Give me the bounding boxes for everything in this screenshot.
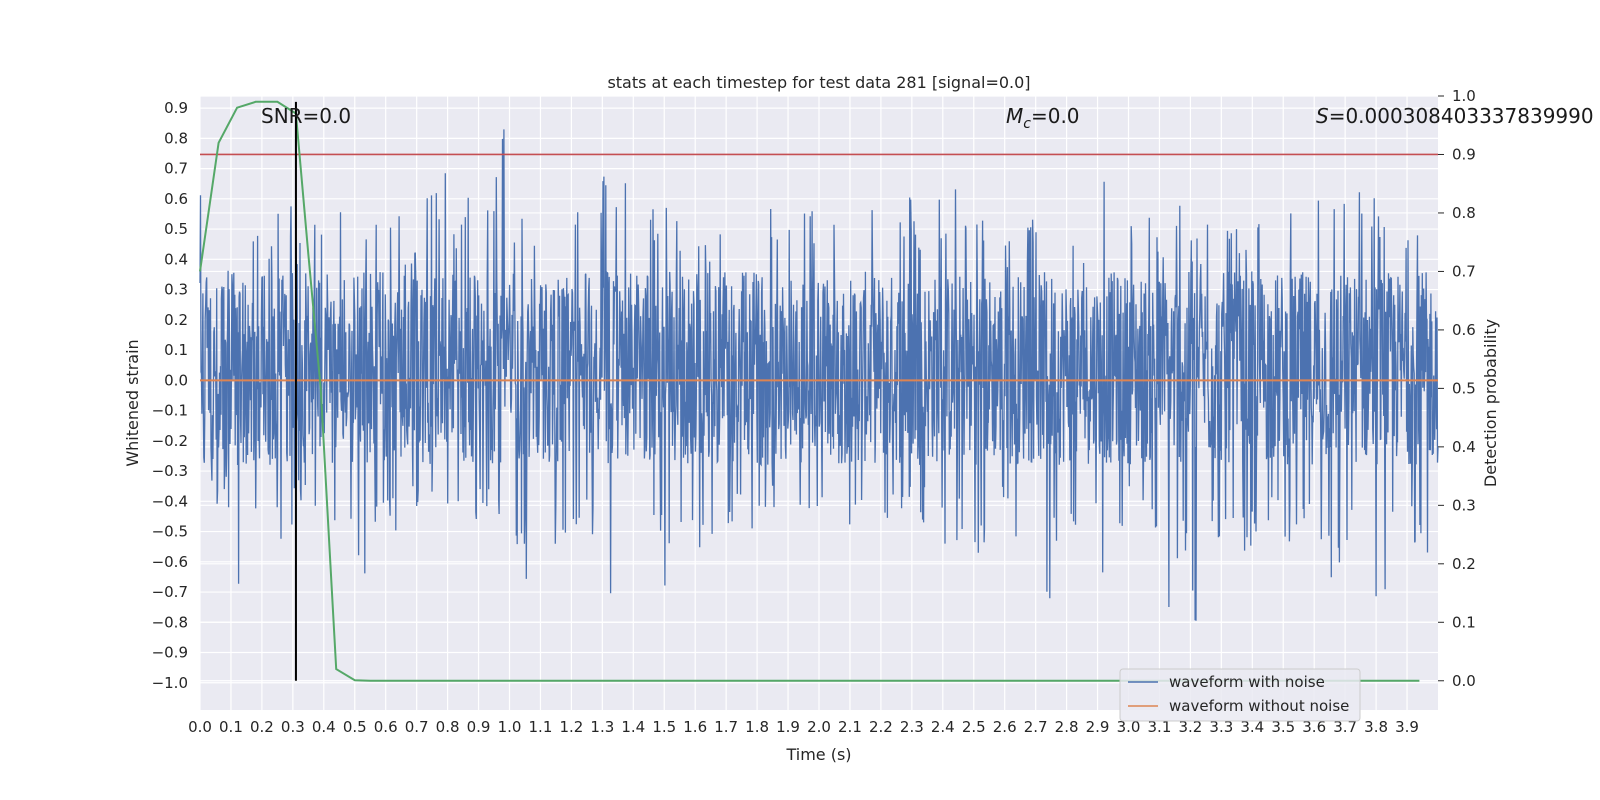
y2-tick-label: 0.2 (1452, 555, 1476, 573)
x-axis-ticks: 0.0 0.1 0.2 0.3 0.4 0.5 0.6 0.7 0.8 0.9 1.0 1.1 1.2 1… (188, 718, 1419, 736)
x-tick-label: 1.3 (590, 718, 614, 736)
chirp-mass-value: =0.0 (1031, 104, 1080, 128)
x-tick-label: 1.0 (498, 718, 522, 736)
x-tick-label: 1.6 (683, 718, 707, 736)
x-tick-label: 1.1 (529, 718, 553, 736)
y-axis-ticks: 0.9 0.8 0.7 0.6 0.5 0.4 0.3 0.2 0.1 0.0 −0.1 −0.2 −0… (152, 99, 188, 692)
x-tick-label: 3.7 (1333, 718, 1357, 736)
y2-axis-ticks: 1.0 0.9 0.8 0.7 0.6 0.5 0.4 0.3 0.2 0.1 0.0 (1438, 87, 1476, 690)
y-tick-label: 0.0 (164, 371, 188, 389)
y2-tick-label: 0.8 (1452, 204, 1476, 222)
y2-tick-label: 0.6 (1452, 321, 1476, 339)
detection-probability-series (199, 100, 1420, 682)
y-tick-label: 0.1 (164, 341, 188, 359)
x-tick-label: 2.8 (1055, 718, 1079, 736)
y2-tick-label: 0.0 (1452, 672, 1476, 690)
x-tick-label: 3.9 (1395, 718, 1419, 736)
x-tick-label: 1.5 (652, 718, 676, 736)
x-tick-label: 2.1 (838, 718, 862, 736)
chirp-mass-symbol: M (1006, 104, 1023, 128)
y-axis-label: Whitened strain (123, 339, 142, 466)
x-tick-label: 0.7 (405, 718, 429, 736)
snr-annotation: SNR=0.0 (261, 104, 351, 128)
y2-tick-label: 0.3 (1452, 496, 1476, 514)
legend-label-noisy: waveform with noise (1169, 673, 1325, 691)
x-tick-label: 1.2 (559, 718, 583, 736)
y-tick-label: 0.8 (164, 129, 188, 147)
x-tick-label: 2.2 (869, 718, 893, 736)
y-tick-label: −0.3 (152, 462, 188, 480)
y2-axis-label: Detection probability (1481, 319, 1500, 487)
waveform-with-noise-line (199, 129, 1439, 621)
x-tick-label: 1.4 (621, 718, 645, 736)
y-tick-label: 0.2 (164, 311, 188, 329)
y-tick-label: −1.0 (152, 674, 188, 692)
x-tick-label: 2.9 (1086, 718, 1110, 736)
y2-tick-label: 0.5 (1452, 379, 1476, 397)
x-tick-label: 0.9 (467, 718, 491, 736)
waveform-with-noise-series (199, 129, 1439, 621)
x-tick-label: 1.9 (776, 718, 800, 736)
x-tick-label: 2.7 (1024, 718, 1048, 736)
x-tick-label: 3.5 (1271, 718, 1295, 736)
y2-tick-label: 0.7 (1452, 262, 1476, 280)
chart-title: stats at each timestep for test data 281… (607, 73, 1030, 92)
x-tick-label: 2.5 (962, 718, 986, 736)
y2-tick-label: 0.4 (1452, 438, 1476, 456)
x-tick-label: 3.6 (1302, 718, 1326, 736)
x-tick-label: 3.0 (1117, 718, 1141, 736)
y-tick-label: 0.5 (164, 220, 188, 238)
y-tick-label: 0.7 (164, 160, 188, 178)
score-value: =0.000308403337839990 (1329, 104, 1594, 128)
y-tick-label: 0.6 (164, 190, 188, 208)
x-tick-label: 3.1 (1148, 718, 1172, 736)
x-tick-label: 0.6 (374, 718, 398, 736)
x-tick-label: 2.4 (931, 718, 955, 736)
x-tick-label: 0.0 (188, 718, 212, 736)
chirp-mass-annotation: Mc=0.0 (1006, 104, 1080, 132)
y-tick-label: −0.8 (152, 613, 188, 631)
x-tick-label: 1.8 (745, 718, 769, 736)
snr-score-annotation: S=0.000308403337839990 (1316, 104, 1594, 128)
x-tick-label: 3.4 (1240, 718, 1264, 736)
y-tick-label: −0.6 (152, 553, 188, 571)
x-tick-label: 0.1 (219, 718, 243, 736)
y2-tick-label: 1.0 (1452, 87, 1476, 105)
x-tick-label: 3.2 (1178, 718, 1202, 736)
x-tick-label: 0.4 (312, 718, 336, 736)
x-tick-label: 3.8 (1364, 718, 1388, 736)
x-tick-label: 1.7 (714, 718, 738, 736)
x-tick-label: 0.8 (436, 718, 460, 736)
legend: waveform with noise waveform without noi… (1119, 668, 1361, 722)
score-symbol: S (1316, 104, 1329, 128)
y-tick-label: −0.7 (152, 583, 188, 601)
legend-box (1119, 668, 1361, 722)
y-tick-label: −0.4 (152, 492, 188, 510)
x-axis-label: Time (s) (785, 745, 851, 764)
y-tick-label: 0.3 (164, 281, 188, 299)
y2-tick-label: 0.9 (1452, 145, 1476, 163)
x-tick-label: 3.3 (1209, 718, 1233, 736)
chirp-mass-subscript: c (1023, 116, 1031, 132)
y-tick-label: 0.9 (164, 99, 188, 117)
x-tick-label: 0.5 (343, 718, 367, 736)
y2-tick-label: 0.1 (1452, 613, 1476, 631)
y-tick-label: −0.1 (152, 402, 188, 420)
x-tick-label: 0.3 (281, 718, 305, 736)
x-tick-label: 0.2 (250, 718, 274, 736)
y-tick-label: −0.5 (152, 523, 188, 541)
y-tick-label: −0.9 (152, 644, 188, 662)
x-tick-label: 2.3 (900, 718, 924, 736)
x-tick-label: 2.0 (807, 718, 831, 736)
detection-probability-line (199, 100, 1420, 682)
legend-label-clean: waveform without noise (1169, 697, 1349, 715)
y-tick-label: −0.2 (152, 432, 188, 450)
x-tick-label: 2.6 (993, 718, 1017, 736)
y-tick-label: 0.4 (164, 250, 188, 268)
